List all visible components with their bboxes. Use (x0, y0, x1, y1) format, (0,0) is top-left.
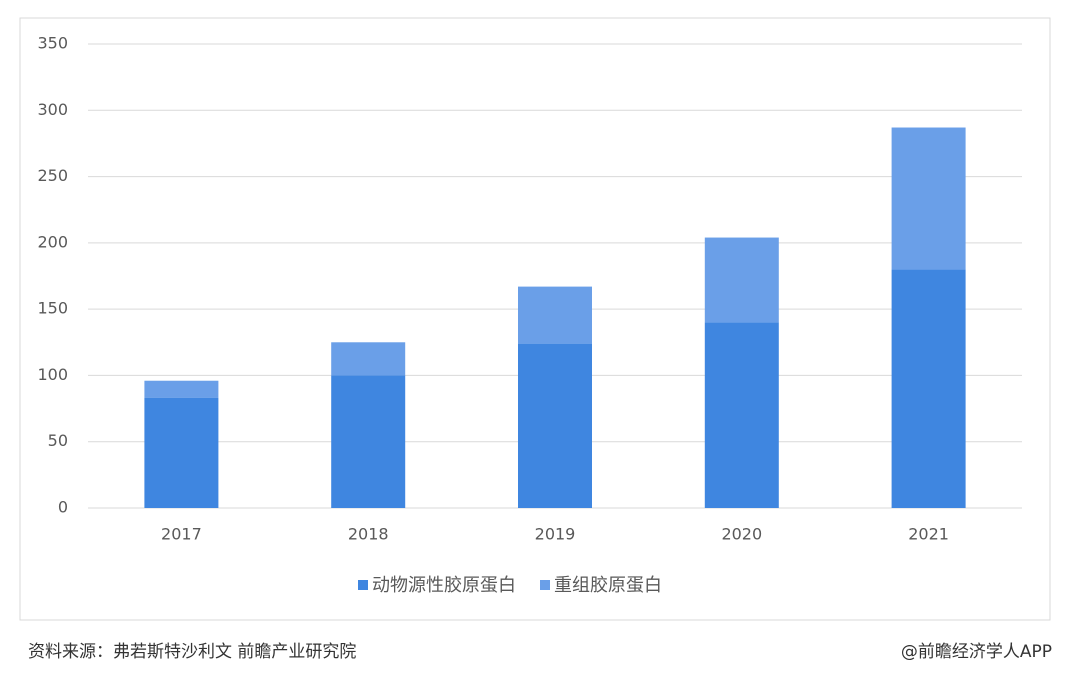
x-tick-label: 2018 (348, 525, 389, 544)
bar-segment (144, 380, 219, 398)
bar-segment (704, 322, 779, 508)
y-tick-label: 250 (37, 166, 68, 185)
bar-segment (891, 127, 966, 270)
y-tick-label: 350 (37, 34, 68, 53)
source-note: 资料来源：弗若斯特沙利文 前瞻产业研究院 (28, 642, 356, 662)
x-tick-label: 2017 (161, 525, 202, 544)
y-tick-label: 100 (37, 365, 68, 384)
legend-swatch (358, 580, 368, 590)
bar-segment (518, 286, 592, 344)
y-tick-label: 300 (37, 100, 68, 119)
legend-label: 动物源性胶原蛋白 (372, 575, 516, 596)
y-tick-label: 200 (37, 232, 68, 251)
bar-segment (331, 342, 406, 376)
bar-segment (518, 343, 592, 508)
y-tick-label: 0 (58, 498, 68, 517)
y-tick-label: 50 (48, 431, 68, 450)
y-tick-label: 150 (37, 299, 68, 318)
x-tick-label: 2019 (535, 525, 576, 544)
x-tick-label: 2020 (721, 525, 762, 544)
bar-segment (144, 397, 219, 508)
legend-label: 重组胶原蛋白 (554, 575, 662, 596)
x-tick-label: 2021 (908, 525, 949, 544)
bar-segment (331, 375, 406, 508)
bar-segment (891, 269, 966, 508)
legend-swatch (540, 580, 550, 590)
credit: @前瞻经济学人APP (901, 642, 1052, 662)
bar-segment (704, 237, 779, 323)
